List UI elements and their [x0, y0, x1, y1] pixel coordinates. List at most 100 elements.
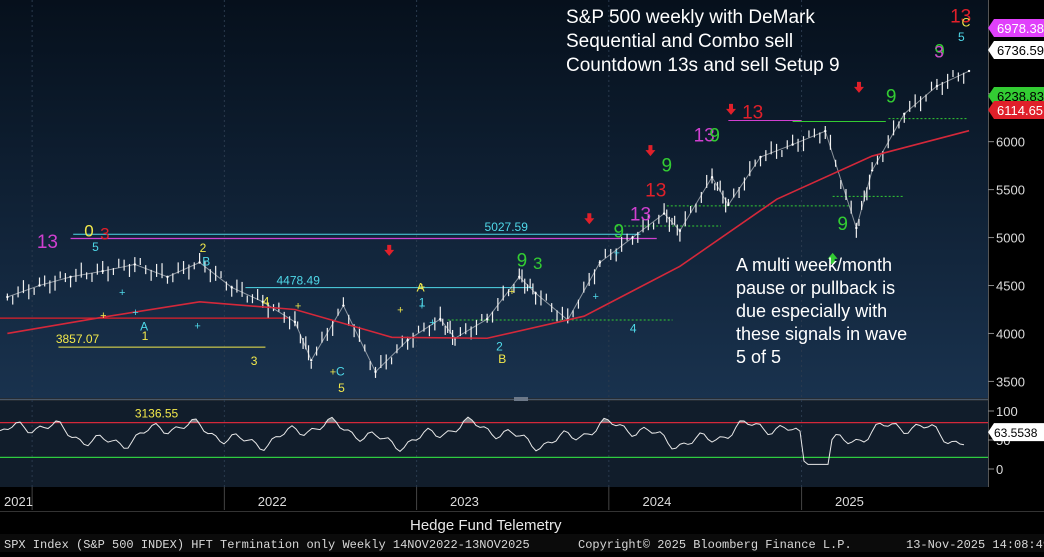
y-tick-label: 5000 — [996, 231, 1025, 246]
footer-brand: Hedge Fund Telemetry — [410, 517, 562, 534]
plus-marker: + — [419, 281, 425, 293]
footer-description: SPX Index (S&P 500 INDEX) HFT Terminatio… — [4, 538, 530, 552]
sequential-marker: 9 — [614, 222, 625, 243]
plus-marker: + — [194, 321, 200, 333]
price-point — [662, 212, 666, 215]
sequential-marker: 3 — [934, 42, 943, 61]
price-point — [166, 275, 169, 279]
price-point — [230, 286, 233, 289]
price-point — [485, 317, 489, 321]
oscillator-line — [0, 416, 965, 465]
footer-timestamp: 13-Nov-2025 14:08:49 — [906, 538, 1044, 552]
price-label-text: 6114.65 — [997, 103, 1043, 118]
price-point — [198, 261, 201, 264]
price-point — [133, 263, 137, 266]
price-point — [935, 84, 939, 88]
price-label-text: 6978.38 — [997, 21, 1044, 36]
wave-label: 5 — [958, 30, 965, 44]
plus-marker: + — [614, 248, 620, 260]
price-point — [342, 304, 345, 307]
oscillator-tick-label: 100 — [996, 404, 1018, 419]
plus-marker: + — [509, 286, 515, 298]
wave-label: A — [417, 280, 425, 294]
price-point — [824, 129, 827, 133]
level-label: 4478.49 — [276, 274, 320, 288]
price-point — [791, 143, 794, 146]
wave-label: C — [962, 16, 971, 30]
plus-marker: + — [397, 304, 403, 316]
wave-label: C — [336, 365, 345, 379]
y-tick-label: 6000 — [996, 135, 1025, 150]
sequential-marker: 9 — [709, 126, 720, 147]
price-point — [261, 300, 265, 304]
moving-average-line — [7, 129, 970, 340]
plus-marker: + — [419, 300, 425, 312]
price-point — [903, 112, 906, 116]
price-label: 6114.65 — [988, 101, 1044, 119]
level-label: 3857.07 — [56, 332, 100, 346]
sequential-marker: 0 — [84, 222, 93, 241]
price-point — [534, 291, 537, 295]
sequential-marker: 13 — [742, 103, 763, 124]
price-point — [710, 175, 714, 179]
sell-arrow — [384, 244, 395, 256]
plus-marker: + — [429, 317, 435, 329]
wave-label: B — [498, 352, 506, 366]
price-point — [518, 275, 521, 279]
price-label: 6736.59 — [988, 41, 1044, 59]
sequential-marker: 3 — [100, 224, 109, 243]
level-label: 5027.59 — [485, 220, 529, 234]
x-tick-label: 2024 — [642, 494, 671, 509]
y-tick-label: 4000 — [996, 326, 1025, 341]
price-point — [727, 203, 730, 207]
plus-marker: + — [330, 367, 336, 379]
price-label-text: 6736.59 — [997, 43, 1044, 58]
sequential-marker: 9 — [661, 155, 672, 176]
sequential-marker: 3 — [533, 254, 542, 273]
sell-arrow — [645, 145, 656, 157]
sequential-marker: 9 — [517, 250, 528, 271]
wave-label: 1 — [419, 296, 426, 310]
y-tick-label: 4500 — [996, 279, 1025, 294]
price-point — [870, 169, 874, 172]
wave-label: 4 — [263, 295, 270, 309]
price-label-box — [988, 101, 1044, 119]
buy-arrow — [827, 252, 838, 264]
x-tick-label: 2023 — [450, 494, 479, 509]
level-label: 3136.55 — [135, 406, 179, 420]
price-point — [759, 155, 762, 159]
price-label-box — [988, 41, 1044, 59]
wave-label: 5 — [92, 240, 99, 254]
plus-marker: + — [592, 291, 598, 303]
sequential-marker: 9 — [837, 214, 848, 235]
price-line — [7, 70, 970, 373]
wave-label: 3 — [251, 354, 258, 368]
price-point — [6, 295, 9, 299]
wave-label: 5 — [338, 381, 345, 395]
wave-label: 2 — [200, 241, 207, 255]
price-point — [101, 269, 104, 273]
footer-copyright: Copyright© 2025 Bloomberg Finance L.P. — [578, 538, 852, 552]
price-point — [310, 359, 313, 362]
chart-annotation: A multi week/month pause or pullback is du… — [736, 255, 907, 367]
price-point — [598, 261, 602, 264]
sequential-marker: 13 — [37, 232, 58, 253]
price-label-box — [988, 87, 1044, 105]
sequential-marker: 13 — [950, 7, 971, 28]
sell-arrow — [726, 103, 737, 115]
plus-marker: + — [119, 287, 125, 299]
oscillator-value-text: 63.5538 — [994, 426, 1038, 440]
price-point — [406, 338, 409, 342]
price-point — [38, 284, 41, 287]
price-point — [293, 320, 297, 324]
plus-marker: + — [132, 307, 138, 319]
plus-marker: + — [295, 300, 301, 312]
price-point — [967, 69, 971, 73]
sequential-marker: 9 — [886, 86, 897, 107]
sell-arrow — [584, 213, 595, 225]
plus-marker: + — [100, 310, 106, 322]
price-point — [439, 317, 442, 321]
wave-label: 1 — [142, 329, 149, 343]
